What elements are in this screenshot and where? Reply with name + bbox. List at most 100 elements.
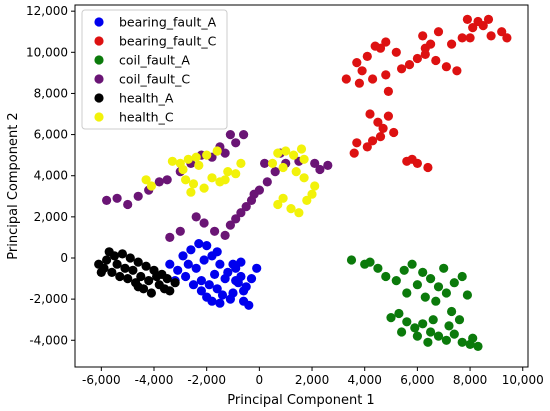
point-coil_fault_A-23 xyxy=(426,327,436,337)
point-health_C-6 xyxy=(212,146,222,156)
point-bearing_fault_C-18 xyxy=(447,39,457,49)
point-coil_fault_A-6 xyxy=(407,259,417,269)
x-tick-label-8: 10,000 xyxy=(502,373,544,387)
point-bearing_fault_A-35 xyxy=(215,298,225,308)
x-tick-label-5: 4,000 xyxy=(348,373,382,387)
legend-label-bearing_fault_C: bearing_fault_C xyxy=(119,34,217,49)
point-bearing_fault_C-41 xyxy=(423,162,433,173)
point-bearing_fault_C-31 xyxy=(373,117,383,127)
point-bearing_fault_A-31 xyxy=(231,276,241,286)
point-bearing_fault_C-12 xyxy=(431,55,441,66)
point-coil_fault_A-14 xyxy=(439,263,449,273)
point-bearing_fault_C-4 xyxy=(352,58,362,68)
point-coil_fault_C-28 xyxy=(175,226,185,236)
point-coil_fault_A-8 xyxy=(426,274,436,284)
point-health_C-29 xyxy=(186,187,196,197)
legend-label-health_C: health_C xyxy=(119,110,174,125)
point-bearing_fault_A-28 xyxy=(210,269,220,279)
y-tick-label-5: 6,000 xyxy=(34,128,68,142)
point-health_C-16 xyxy=(273,148,283,158)
series-health_C xyxy=(141,144,320,218)
point-bearing_fault_C-44 xyxy=(357,66,367,76)
point-health_A-21 xyxy=(104,247,114,257)
point-coil_fault_A-9 xyxy=(433,282,444,292)
point-coil_fault_A-34 xyxy=(454,315,465,325)
point-bearing_fault_C-26 xyxy=(473,16,483,27)
point-bearing_fault_A-33 xyxy=(183,259,193,269)
point-coil_fault_A-10 xyxy=(441,288,451,298)
point-coil_fault_A-3 xyxy=(381,271,391,282)
point-bearing_fault_A-39 xyxy=(212,247,222,257)
point-health_C-34 xyxy=(273,199,283,210)
point-coil_fault_C-26 xyxy=(270,167,280,177)
legend: bearing_fault_A bearing_fault_C coil_fault… xyxy=(81,9,228,130)
point-health_C-0 xyxy=(141,175,151,185)
point-coil_fault_C-29 xyxy=(165,232,175,242)
point-bearing_fault_C-33 xyxy=(383,111,393,121)
point-bearing_fault_A-23 xyxy=(252,263,262,273)
point-health_A-6 xyxy=(141,261,151,271)
point-coil_fault_A-7 xyxy=(418,267,428,277)
point-coil_fault_A-19 xyxy=(394,308,404,319)
x-tick-label-3: 0 xyxy=(256,373,264,387)
point-health_A-17 xyxy=(146,288,156,298)
point-bearing_fault_A-22 xyxy=(246,274,257,284)
point-bearing_fault_C-14 xyxy=(452,66,462,76)
point-health_A-28 xyxy=(133,282,143,292)
series-coil_fault_C xyxy=(102,130,333,242)
x-tick-label-6: 6,000 xyxy=(400,373,434,387)
point-bearing_fault_A-26 xyxy=(191,263,201,273)
point-coil_fault_A-5 xyxy=(399,265,409,275)
point-coil_fault_A-31 xyxy=(397,327,407,337)
point-bearing_fault_A-27 xyxy=(199,255,209,265)
x-tick-label-1: -4,000 xyxy=(135,373,174,387)
x-tick-label-2: -2,000 xyxy=(187,373,226,387)
point-health_C-4 xyxy=(191,152,201,162)
point-health_A-14 xyxy=(123,274,133,284)
point-bearing_fault_C-13 xyxy=(441,62,451,72)
points-layer xyxy=(94,14,512,351)
point-health_A-24 xyxy=(136,271,146,282)
point-coil_fault_C-1 xyxy=(112,193,122,203)
legend-marker-health_A xyxy=(94,93,104,103)
point-coil_fault_C-12 xyxy=(231,138,241,148)
point-coil_fault_C-6 xyxy=(162,175,172,185)
point-bearing_fault_C-28 xyxy=(433,27,444,37)
point-bearing_fault_A-32 xyxy=(239,286,249,296)
point-bearing_fault_C-30 xyxy=(365,109,375,119)
point-bearing_fault_C-46 xyxy=(397,64,407,74)
point-health_C-20 xyxy=(267,158,278,168)
point-bearing_fault_C-20 xyxy=(468,23,478,33)
point-health_C-17 xyxy=(281,146,291,156)
point-coil_fault_C-36 xyxy=(249,189,259,199)
point-health_C-14 xyxy=(223,167,233,177)
point-health_C-18 xyxy=(289,150,299,160)
point-health_C-23 xyxy=(299,173,309,183)
point-health_A-23 xyxy=(128,265,138,275)
point-coil_fault_C-13 xyxy=(239,130,249,140)
y-tick-label-3: 2,000 xyxy=(34,210,68,224)
point-bearing_fault_A-24 xyxy=(178,251,188,261)
point-bearing_fault_A-37 xyxy=(236,257,246,267)
series-bearing_fault_C xyxy=(341,14,512,173)
x-tick-label-0: -6,000 xyxy=(82,373,121,387)
point-coil_fault_A-12 xyxy=(457,271,467,282)
point-bearing_fault_C-8 xyxy=(391,47,401,57)
series-health_A xyxy=(94,247,180,298)
point-bearing_fault_A-36 xyxy=(228,259,238,269)
point-bearing_fault_A-7 xyxy=(212,284,222,294)
point-coil_fault_C-34 xyxy=(315,164,325,175)
point-bearing_fault_A-13 xyxy=(186,245,196,255)
point-coil_fault_A-33 xyxy=(444,321,454,331)
point-health_C-32 xyxy=(167,156,177,166)
point-bearing_fault_C-45 xyxy=(375,43,386,53)
legend-label-health_A: health_A xyxy=(119,91,174,106)
y-tick-label-2: 0 xyxy=(60,251,68,265)
point-health_C-12 xyxy=(207,173,217,183)
series-bearing_fault_A xyxy=(165,239,262,310)
point-bearing_fault_A-1 xyxy=(173,265,183,275)
point-bearing_fault_A-17 xyxy=(215,259,225,269)
point-bearing_fault_A-15 xyxy=(202,241,212,251)
y-tick-label-4: 4,000 xyxy=(34,169,68,183)
point-health_A-9 xyxy=(162,274,172,284)
